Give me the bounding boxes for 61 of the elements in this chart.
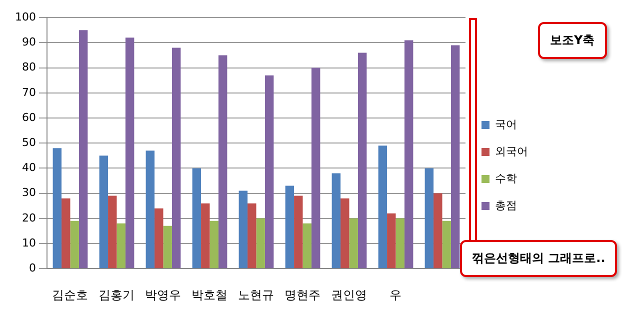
bar (340, 198, 350, 268)
bar (332, 173, 341, 268)
legend-label: 수학 (495, 172, 517, 185)
bar (349, 218, 358, 268)
y-tick-label: 70 (22, 86, 36, 99)
bar (358, 52, 367, 268)
bar (434, 193, 442, 268)
bar (78, 30, 88, 268)
y-tick-label: 90 (22, 36, 36, 49)
y-tick-label: 40 (22, 161, 36, 174)
bar (210, 220, 218, 268)
bar (256, 218, 265, 268)
bar (294, 196, 303, 268)
bar (450, 45, 460, 268)
x-tick-label: 김홍기 (98, 288, 135, 302)
legend-label: 외국어 (495, 144, 528, 158)
bar (311, 68, 320, 268)
bar (285, 186, 294, 268)
bar (62, 198, 70, 268)
bar (108, 196, 117, 268)
x-tick-label: 박호철 (192, 288, 228, 302)
y-tick-label: 60 (22, 110, 36, 124)
y-tick-label: 30 (22, 186, 36, 200)
x-tick-label: 우 (390, 288, 402, 302)
bar (424, 168, 434, 268)
bar (146, 150, 155, 268)
bar (378, 146, 388, 268)
bar (201, 203, 210, 268)
y-tick-label: 50 (22, 136, 36, 149)
bar (70, 220, 79, 268)
y-tick-label: 20 (22, 211, 36, 224)
bar (396, 218, 404, 268)
bar (404, 40, 414, 268)
bar (192, 168, 202, 268)
y-tick-label: 0 (28, 261, 36, 274)
y-tick-label: 80 (22, 60, 36, 74)
bar (52, 148, 62, 268)
bar (238, 190, 248, 268)
bar (154, 208, 164, 268)
x-tick-label: 노현규 (238, 288, 274, 302)
bar (99, 156, 108, 268)
bar (163, 226, 172, 268)
x-tick-label: 명현주 (284, 288, 321, 302)
callout-box: 보조Y축 (538, 22, 607, 59)
y-tick-label: 100 (14, 10, 36, 24)
legend-label: 국어 (495, 118, 517, 131)
y-tick-label: 10 (22, 236, 36, 250)
bar (302, 223, 312, 268)
bar (125, 38, 134, 268)
callout-box: 꺾은선형태의 그래프로.. (460, 240, 618, 277)
legend-label: 총점 (495, 198, 517, 212)
bar (172, 48, 181, 268)
bar (387, 213, 396, 268)
bar (248, 203, 256, 268)
x-tick-label: 박영우 (145, 288, 182, 302)
bar (264, 75, 274, 268)
x-tick-label: 김순호 (52, 288, 88, 302)
bar (218, 55, 228, 268)
x-tick-label: 권인영 (331, 288, 368, 302)
bar (442, 220, 451, 268)
bar (116, 223, 126, 268)
